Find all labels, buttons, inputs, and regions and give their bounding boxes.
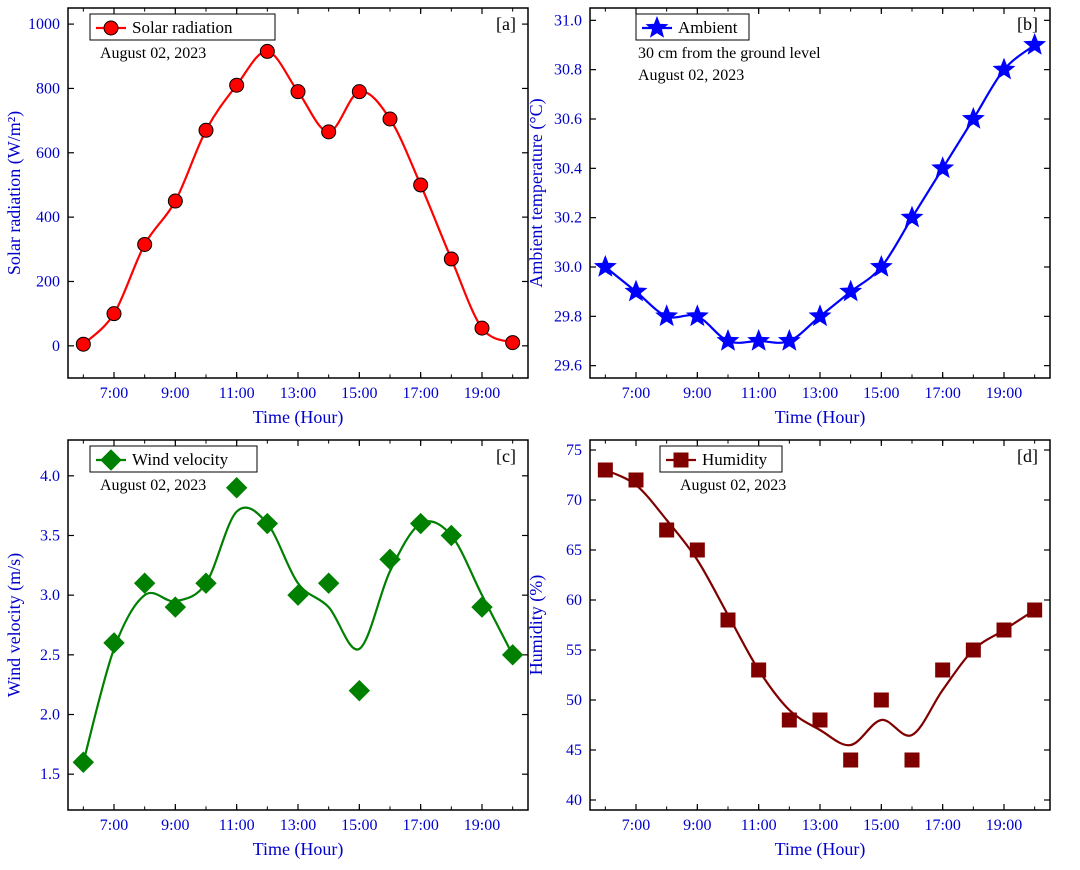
- svg-text:17:00: 17:00: [402, 385, 438, 402]
- svg-text:4.0: 4.0: [40, 468, 60, 485]
- svg-text:[a]: [a]: [496, 14, 516, 34]
- svg-text:Solar radiation (W/m²): Solar radiation (W/m²): [4, 111, 25, 275]
- svg-text:600: 600: [36, 145, 60, 162]
- svg-text:55: 55: [566, 642, 582, 659]
- svg-text:9:00: 9:00: [683, 817, 711, 834]
- svg-text:Ambient temperature (°C): Ambient temperature (°C): [526, 98, 547, 287]
- panel-humidity: 7:00 9:00 11:00 13:00 15:00 17:00 19:00 Time (H…: [525, 430, 1070, 870]
- svg-text:60: 60: [566, 592, 582, 609]
- svg-text:1000: 1000: [28, 16, 60, 33]
- svg-text:45: 45: [566, 742, 582, 759]
- svg-text:30.0: 30.0: [554, 259, 582, 276]
- svg-text:17:00: 17:00: [924, 385, 960, 402]
- svg-text:August 02, 2023: August 02, 2023: [100, 45, 206, 62]
- svg-text:9:00: 9:00: [683, 385, 711, 402]
- panel-solar-radiation: 7:00 9:00 11:00 13:00 15:00 17:00 19:00 Time (H…: [3, 0, 548, 438]
- svg-text:Time (Hour): Time (Hour): [253, 839, 344, 860]
- svg-text:30.4: 30.4: [554, 160, 582, 177]
- svg-text:2.0: 2.0: [40, 707, 60, 724]
- svg-text:31.0: 31.0: [554, 12, 582, 29]
- panel-wind-velocity: 7:00 9:00 11:00 13:00 15:00 17:00 19:00 Time (H…: [3, 430, 548, 870]
- svg-text:800: 800: [36, 80, 60, 97]
- svg-text:Humidity: Humidity: [702, 450, 768, 469]
- svg-text:[c]: [c]: [496, 446, 516, 466]
- svg-text:30.8: 30.8: [554, 62, 582, 79]
- svg-text:65: 65: [566, 542, 582, 559]
- svg-text:13:00: 13:00: [802, 385, 838, 402]
- svg-text:15:00: 15:00: [863, 385, 899, 402]
- svg-text:Wind velocity: Wind velocity: [132, 450, 229, 469]
- figure-container: 7:00 9:00 11:00 13:00 15:00 17:00 19:00 Time (H…: [0, 0, 1080, 867]
- svg-text:Time (Hour): Time (Hour): [253, 407, 344, 428]
- svg-text:19:00: 19:00: [464, 385, 500, 402]
- svg-text:Solar radiation: Solar radiation: [132, 18, 233, 37]
- svg-text:75: 75: [566, 442, 582, 459]
- svg-text:30.2: 30.2: [554, 210, 582, 227]
- svg-text:29.8: 29.8: [554, 308, 582, 325]
- svg-text:15:00: 15:00: [341, 385, 377, 402]
- svg-text:11:00: 11:00: [741, 385, 777, 402]
- svg-text:13:00: 13:00: [280, 817, 316, 834]
- svg-text:Humidity (%): Humidity (%): [526, 575, 547, 676]
- svg-text:30 cm from the ground level: 30 cm from the ground level: [638, 45, 821, 62]
- svg-text:August 02, 2023: August 02, 2023: [100, 477, 206, 494]
- svg-text:August 02, 2023: August 02, 2023: [638, 67, 744, 84]
- svg-text:50: 50: [566, 692, 582, 709]
- svg-text:30.6: 30.6: [554, 111, 582, 128]
- svg-text:70: 70: [566, 492, 582, 509]
- svg-text:0: 0: [52, 338, 60, 355]
- svg-text:200: 200: [36, 273, 60, 290]
- svg-text:3.5: 3.5: [40, 527, 60, 544]
- svg-text:13:00: 13:00: [280, 385, 316, 402]
- svg-text:Time (Hour): Time (Hour): [775, 839, 866, 860]
- svg-text:11:00: 11:00: [219, 817, 255, 834]
- svg-text:7:00: 7:00: [622, 817, 650, 834]
- svg-text:Ambient: Ambient: [678, 18, 738, 37]
- svg-text:19:00: 19:00: [986, 385, 1022, 402]
- svg-text:[b]: [b]: [1017, 14, 1038, 34]
- svg-text:11:00: 11:00: [741, 817, 777, 834]
- svg-text:7:00: 7:00: [100, 385, 128, 402]
- svg-text:7:00: 7:00: [100, 817, 128, 834]
- svg-text:7:00: 7:00: [622, 385, 650, 402]
- svg-text:1.5: 1.5: [40, 766, 60, 783]
- svg-text:15:00: 15:00: [863, 817, 899, 834]
- svg-text:29.6: 29.6: [554, 358, 582, 375]
- svg-text:3.0: 3.0: [40, 587, 60, 604]
- svg-text:40: 40: [566, 792, 582, 809]
- panel-ambient-temperature: 7:00 9:00 11:00 13:00 15:00 17:00 19:00 Time (H…: [525, 0, 1070, 438]
- svg-text:9:00: 9:00: [161, 385, 189, 402]
- svg-text:August 02, 2023: August 02, 2023: [680, 477, 786, 494]
- svg-text:19:00: 19:00: [464, 817, 500, 834]
- svg-text:9:00: 9:00: [161, 817, 189, 834]
- svg-text:13:00: 13:00: [802, 817, 838, 834]
- svg-text:Time (Hour): Time (Hour): [775, 407, 866, 428]
- svg-text:[d]: [d]: [1017, 446, 1038, 466]
- svg-text:400: 400: [36, 209, 60, 226]
- svg-text:2.5: 2.5: [40, 647, 60, 664]
- svg-text:19:00: 19:00: [986, 817, 1022, 834]
- svg-text:Wind velocity (m/s): Wind velocity (m/s): [4, 553, 25, 697]
- svg-text:15:00: 15:00: [341, 817, 377, 834]
- svg-text:11:00: 11:00: [219, 385, 255, 402]
- svg-text:17:00: 17:00: [402, 817, 438, 834]
- svg-text:17:00: 17:00: [924, 817, 960, 834]
